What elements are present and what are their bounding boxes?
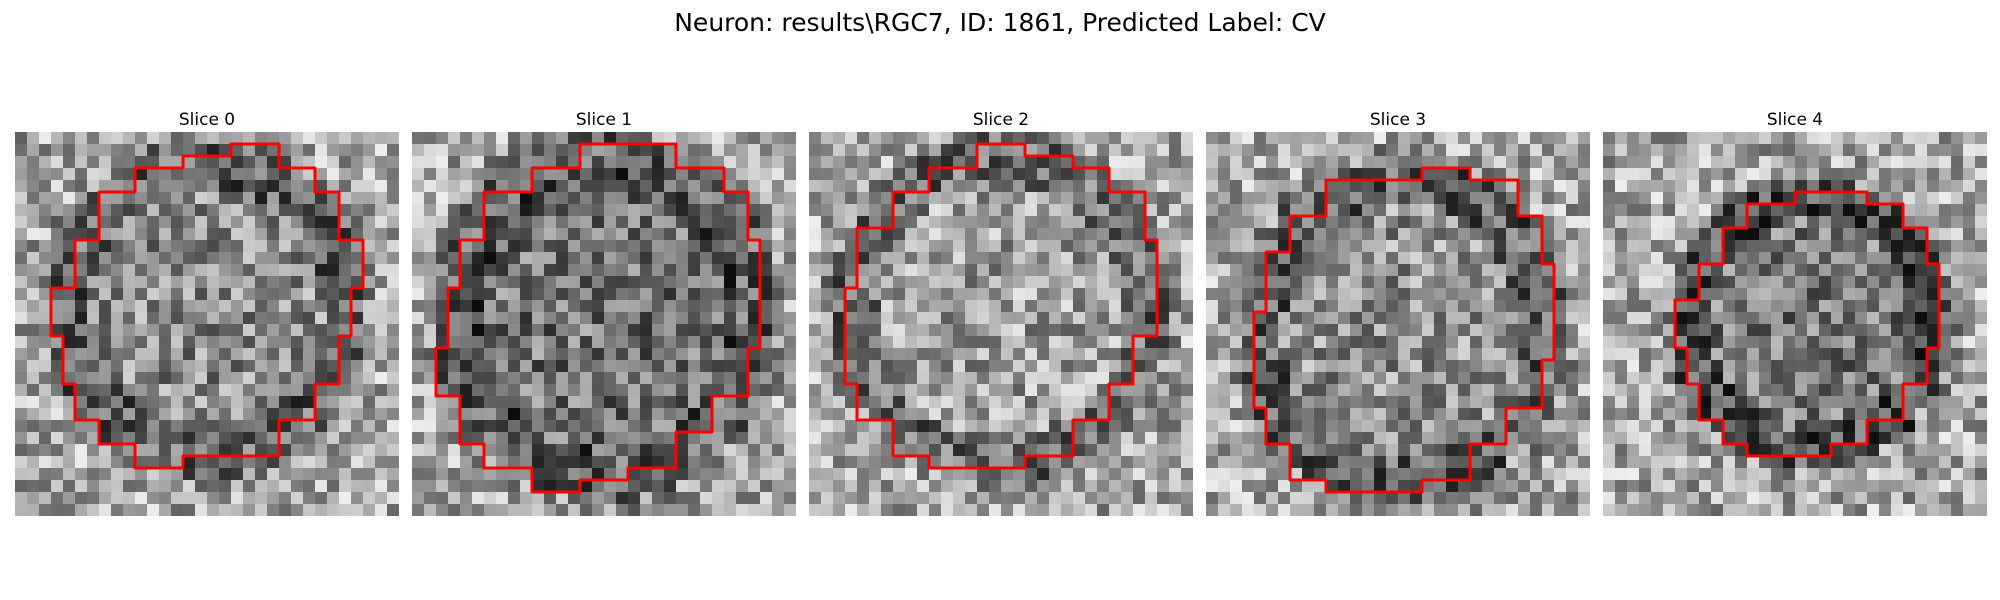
panel-slice-3: Slice 3 [1206,108,1590,516]
figure-title: Neuron: results\RGC7, ID: 1861, Predicte… [674,8,1326,37]
panel-title: Slice 4 [1766,110,1824,130]
panel-slice-2: Slice 2 [809,108,1193,516]
cell-contour [1252,166,1556,494]
cell-contour [434,142,762,494]
slice-image [15,132,399,516]
cell-contour [1673,190,1941,458]
panel-slice-4: Slice 4 [1603,108,1987,516]
cell-contour [49,142,365,470]
panel-title: Slice 3 [1369,110,1427,130]
slice-image [1603,132,1987,516]
slice-image [1206,132,1590,516]
cell-contour [843,142,1159,470]
slice-image [809,132,1193,516]
panel-title: Slice 0 [178,110,236,130]
panel-title: Slice 2 [972,110,1030,130]
slice-image [412,132,796,516]
panel-slice-1: Slice 1 [412,108,796,516]
panel-slice-0: Slice 0 [15,108,399,516]
panel-title: Slice 1 [575,110,633,130]
